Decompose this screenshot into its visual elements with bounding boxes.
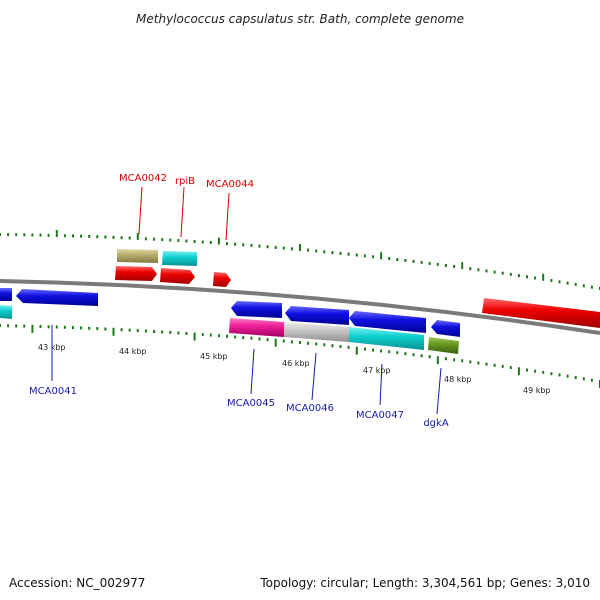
genome-summary-text: Topology: circular; Length: 3,304,561 bp… <box>259 576 590 590</box>
kbp-label: 45 kbp <box>200 352 228 361</box>
leader-MCA0044 <box>225 192 230 241</box>
genes-outer <box>115 249 600 328</box>
gene-blue-c[interactable] <box>349 311 426 333</box>
gene-MCA0042[interactable] <box>117 249 158 263</box>
gene-rpiB[interactable] <box>162 251 197 266</box>
gene-MCA0046[interactable] <box>284 322 349 342</box>
label-MCA0046[interactable]: MCA0046 <box>286 403 334 414</box>
gene-MCA0045[interactable] <box>229 318 284 337</box>
genes-inner <box>0 288 460 354</box>
leader-MCA0045 <box>250 348 255 395</box>
leader-rpiB <box>180 186 185 238</box>
leader-lines <box>51 186 442 415</box>
gene-MCA0041[interactable] <box>16 289 98 306</box>
kbp-label: 49 kbp <box>523 386 551 395</box>
gene-cyan-left[interactable] <box>0 305 12 319</box>
leader-MCA0042 <box>138 186 143 235</box>
kbp-label: 46 kbp <box>282 359 310 368</box>
ticks-inner <box>0 324 600 388</box>
kbp-label: 47 kbp <box>363 366 391 375</box>
gene-blue-a[interactable] <box>231 301 282 318</box>
accession-text: Accession: NC_002977 <box>9 576 145 590</box>
genome-backbone <box>0 279 600 335</box>
gene-red-large[interactable] <box>482 298 600 328</box>
ticks-outer <box>0 230 600 290</box>
gene-MCA0047[interactable] <box>349 327 424 350</box>
kbp-label: 48 kbp <box>444 375 472 384</box>
gene-MCA0044[interactable] <box>213 272 231 287</box>
kbp-label: 44 kbp <box>119 347 147 356</box>
map-title: Methylococcus capsulatus str. Bath, comp… <box>136 12 464 26</box>
label-MCA0044[interactable]: MCA0044 <box>206 179 254 190</box>
kbp-labels: 43 kbp 44 kbp 45 kbp 46 kbp 47 kbp 48 kb… <box>38 343 551 395</box>
leader-MCA0046 <box>311 352 317 401</box>
label-rpiB[interactable]: rpiB <box>175 176 195 187</box>
gene-red-2[interactable] <box>160 268 195 284</box>
leader-dgkA <box>436 367 442 415</box>
label-MCA0047[interactable]: MCA0047 <box>356 410 404 421</box>
leader-MCA0047 <box>379 363 383 406</box>
gene-red-1[interactable] <box>115 266 157 281</box>
label-MCA0045[interactable]: MCA0045 <box>227 398 275 409</box>
label-dgkA[interactable]: dgkA <box>423 418 448 429</box>
gene-labels: MCA0042 rpiB MCA0044 MCA0041 MCA0045 MCA… <box>29 173 449 429</box>
label-MCA0041[interactable]: MCA0041 <box>29 386 77 397</box>
label-MCA0042[interactable]: MCA0042 <box>119 173 167 184</box>
gene-blue-b[interactable] <box>285 306 349 325</box>
gene-blue-left[interactable] <box>0 288 12 301</box>
gene-blue-d[interactable] <box>431 320 460 337</box>
gene-dgkA[interactable] <box>428 337 459 354</box>
